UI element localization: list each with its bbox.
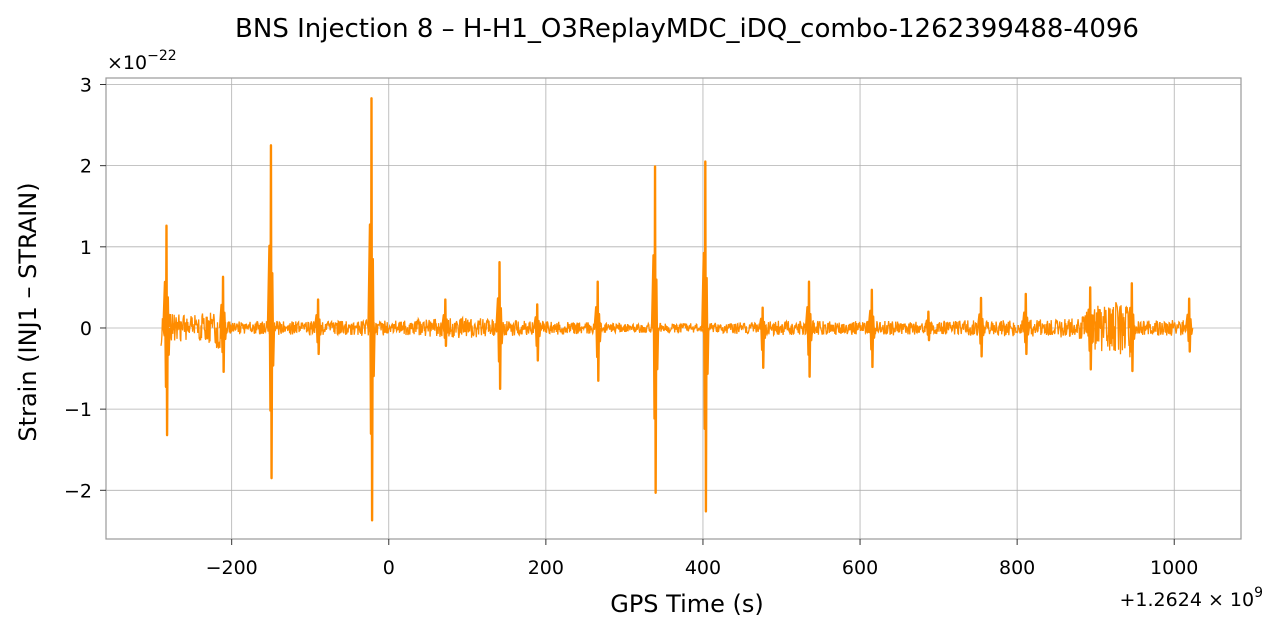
x-tick-label: 0 bbox=[383, 557, 395, 579]
chart-title: BNS Injection 8 – H-H1_O3ReplayMDC_iDQ_c… bbox=[235, 14, 1139, 44]
x-tick-label: 200 bbox=[528, 557, 564, 579]
x-tick-label: 800 bbox=[999, 557, 1035, 579]
y-ticks: −2 −1 0 1 2 3 bbox=[64, 74, 106, 502]
glitch-spike bbox=[218, 275, 228, 374]
y-axis-label: Strain (INJ1 – STRAIN) bbox=[14, 182, 42, 441]
y-scale-factor: ×10−22 bbox=[107, 48, 177, 74]
glitch-spike bbox=[495, 261, 504, 391]
glitch-spike bbox=[1085, 286, 1095, 371]
glitch-spike bbox=[758, 306, 767, 369]
x-offset-prefix: +1.2624 × 10 bbox=[1120, 589, 1255, 611]
y-tick-label: −1 bbox=[64, 399, 92, 421]
glitch-spike bbox=[1021, 292, 1030, 356]
glitch-spike bbox=[266, 144, 276, 480]
x-offset: +1.2624 × 109 bbox=[1120, 585, 1264, 611]
y-tick-label: 0 bbox=[80, 318, 92, 340]
glitch-spike bbox=[313, 298, 323, 356]
y-tick-label: 1 bbox=[80, 237, 92, 259]
glitch-spike bbox=[924, 310, 933, 342]
glitch-spike bbox=[593, 280, 602, 382]
glitch-spike bbox=[1127, 282, 1137, 373]
glitch-spike bbox=[976, 296, 986, 358]
x-axis-label: GPS Time (s) bbox=[610, 590, 764, 618]
glitch-spike bbox=[533, 303, 542, 362]
y-tick-label: −2 bbox=[64, 480, 92, 502]
x-tick-label: 1000 bbox=[1150, 557, 1198, 579]
glitch-spike bbox=[867, 288, 877, 369]
y-scale-exponent: −22 bbox=[147, 48, 177, 64]
plot-background bbox=[106, 78, 1241, 539]
glitch-spike bbox=[650, 165, 660, 494]
strain-noise-line bbox=[160, 302, 1192, 358]
glitch-spike bbox=[367, 97, 376, 522]
x-tick-label: 400 bbox=[685, 557, 721, 579]
x-ticks: −200 0 200 400 600 800 1000 bbox=[206, 539, 1198, 579]
y-tick-label: 3 bbox=[80, 74, 92, 96]
x-tick-label: 600 bbox=[842, 557, 878, 579]
glitch-spike bbox=[162, 224, 171, 437]
y-scale-prefix: ×10 bbox=[107, 52, 147, 74]
glitch-spike bbox=[804, 280, 814, 378]
glitch-spike bbox=[701, 160, 710, 513]
glitch-spike bbox=[441, 298, 450, 348]
plot-frame bbox=[105, 77, 1242, 540]
x-tick-label: −200 bbox=[206, 557, 258, 579]
strain-series bbox=[160, 97, 1194, 522]
y-tick-label: 2 bbox=[80, 156, 92, 178]
glitch-spike bbox=[1184, 297, 1194, 353]
x-offset-exponent: 9 bbox=[1254, 585, 1263, 601]
